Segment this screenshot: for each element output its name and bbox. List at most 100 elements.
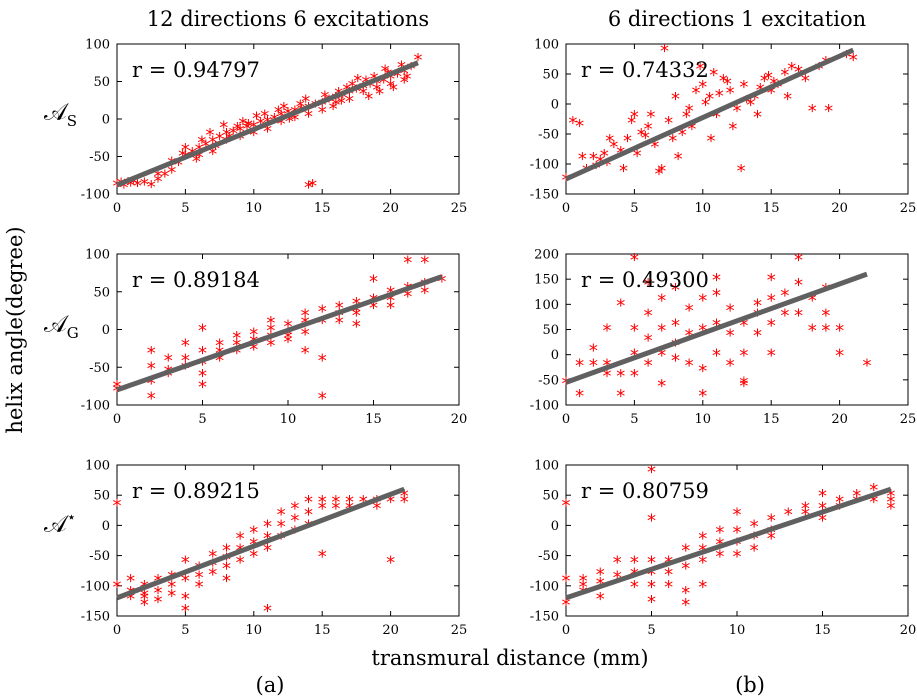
- y-tick-label: -100: [81, 579, 110, 594]
- data-point: *: [222, 125, 231, 146]
- data-point: *: [644, 331, 653, 352]
- x-tick-label: 15: [314, 201, 331, 216]
- data-point: *: [767, 522, 776, 543]
- x-tick-label: 0: [113, 412, 121, 427]
- data-point: *: [337, 94, 346, 115]
- data-point: *: [719, 71, 728, 92]
- data-point: *: [284, 317, 293, 338]
- data-point: *: [671, 315, 680, 336]
- data-point: *: [181, 351, 190, 372]
- data-point: *: [739, 346, 748, 367]
- data-point: *: [698, 577, 707, 598]
- data-point: *: [647, 592, 656, 613]
- y-tick-label: 100: [534, 38, 559, 53]
- data-point: *: [712, 270, 721, 291]
- data-point: *: [147, 177, 156, 198]
- data-point: *: [403, 287, 412, 308]
- y-tick-label: -50: [89, 150, 110, 165]
- data-point: *: [174, 155, 183, 176]
- data-point: *: [801, 504, 810, 525]
- data-point: *: [285, 112, 294, 133]
- y-tick-label: 100: [534, 459, 559, 474]
- x-tick-label: 15: [763, 412, 780, 427]
- y-tick-label: -100: [81, 399, 110, 414]
- data-point: *: [229, 124, 238, 145]
- data-point: *: [633, 146, 642, 167]
- data-point: *: [386, 298, 395, 319]
- data-point: *: [290, 498, 299, 519]
- data-point: *: [389, 80, 398, 101]
- data-point: *: [678, 125, 687, 146]
- row-label-astar: 𝒜⋆: [44, 508, 76, 538]
- correlation-label: r = 0.74332: [581, 58, 709, 82]
- data-point: *: [685, 300, 694, 321]
- data-point: *: [249, 547, 258, 568]
- data-point: *: [767, 528, 776, 549]
- data-point: *: [301, 343, 310, 364]
- data-point: *: [696, 59, 705, 80]
- data-point: *: [181, 336, 190, 357]
- data-point: *: [400, 486, 409, 507]
- data-point: *: [379, 73, 388, 94]
- data-point: *: [304, 492, 313, 513]
- y-tick-label: 100: [85, 38, 110, 53]
- data-point: *: [113, 381, 122, 402]
- y-tick-label: 50: [93, 285, 110, 300]
- data-point: *: [437, 271, 446, 292]
- fit-line: [116, 274, 443, 393]
- x-tick-label: 15: [763, 201, 780, 216]
- data-point: *: [739, 77, 748, 98]
- data-point: *: [596, 565, 605, 586]
- data-point: *: [113, 577, 122, 598]
- x-axis-label: transmural distance (mm): [371, 646, 648, 670]
- data-point: *: [236, 553, 245, 574]
- data-point: *: [290, 110, 299, 131]
- data-point: *: [277, 504, 286, 525]
- y-tick-label: 50: [542, 323, 559, 338]
- data-point: *: [750, 516, 759, 537]
- x-tick-label: 0: [113, 201, 121, 216]
- x-tick-label: 25: [451, 623, 468, 638]
- data-point: *: [709, 65, 718, 86]
- data-point: *: [242, 119, 251, 140]
- data-point: *: [140, 175, 149, 196]
- data-point: *: [386, 492, 395, 513]
- data-point: *: [600, 146, 609, 167]
- x-tick-label: 15: [365, 412, 382, 427]
- data-point: *: [726, 326, 735, 347]
- x-tick-label: 10: [695, 201, 712, 216]
- data-point: *: [596, 589, 605, 610]
- x-tick-label: 5: [181, 623, 189, 638]
- data-point: *: [674, 149, 683, 170]
- data-point: *: [249, 522, 258, 543]
- correlation-label: r = 0.80759: [581, 479, 709, 503]
- data-point: *: [886, 486, 895, 507]
- column-title-a: 12 directions 6 excitations: [147, 7, 429, 31]
- scatter-panel: 0 5 10 15 20-100-50050100*******************…: [81, 248, 467, 428]
- data-point: *: [784, 504, 793, 525]
- data-point: *: [712, 285, 721, 306]
- data-point: *: [126, 175, 135, 196]
- column-title-b: 6 directions 1 excitation: [608, 7, 866, 31]
- y-tick-label: 0: [102, 113, 110, 128]
- data-point: *: [331, 89, 340, 110]
- data-point: *: [835, 321, 844, 342]
- x-tick-label: 5: [181, 201, 189, 216]
- data-point: *: [886, 498, 895, 519]
- data-point: *: [400, 73, 409, 94]
- data-point: *: [668, 131, 677, 152]
- data-point: *: [233, 119, 242, 140]
- data-point: *: [737, 161, 746, 182]
- data-point: *: [192, 151, 201, 172]
- fit-line: [116, 486, 406, 601]
- data-point: *: [274, 103, 283, 124]
- data-point: *: [767, 346, 776, 367]
- data-point: *: [126, 589, 135, 610]
- data-point: *: [579, 571, 588, 592]
- data-point: *: [308, 176, 317, 197]
- data-point: *: [698, 528, 707, 549]
- data-point: *: [290, 510, 299, 531]
- data-point: *: [644, 119, 653, 140]
